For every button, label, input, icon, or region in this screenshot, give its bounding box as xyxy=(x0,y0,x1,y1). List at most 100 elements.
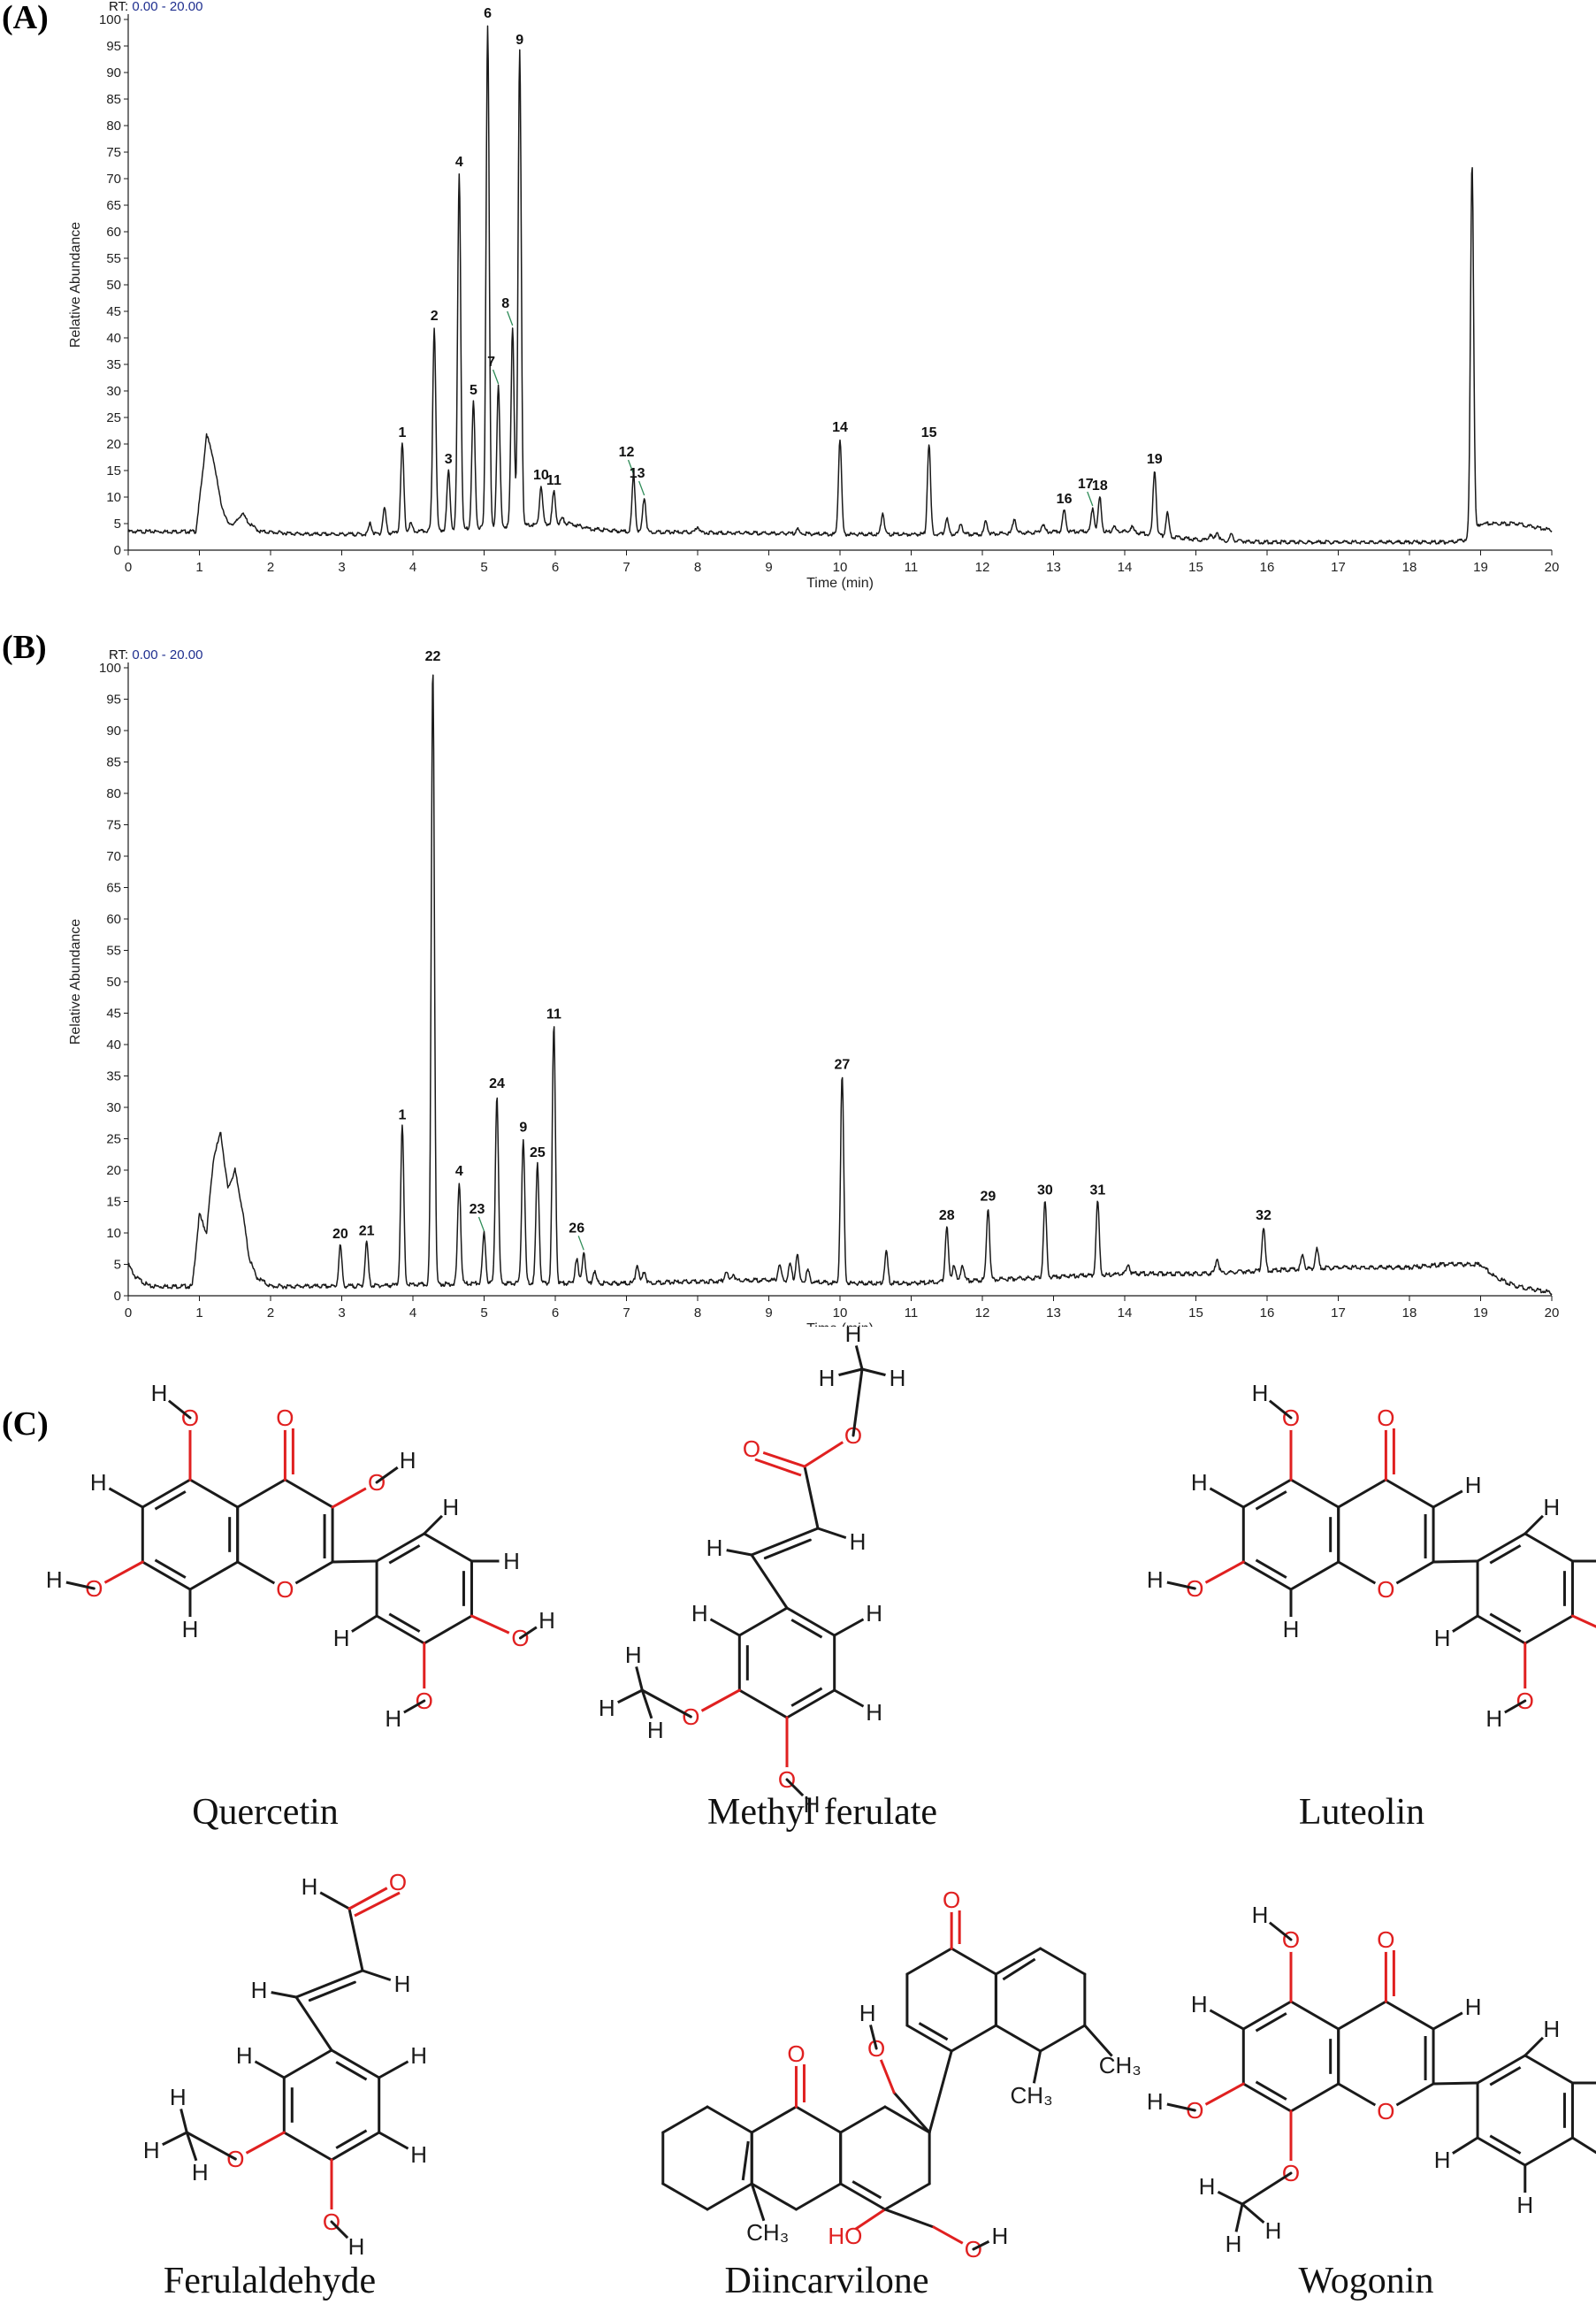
y-tick-label: 60 xyxy=(106,912,121,927)
peak-label-11: 11 xyxy=(546,1007,561,1022)
y-tick-label: 85 xyxy=(106,755,121,770)
atom-label: H xyxy=(1543,1494,1560,1520)
x-tick-label: 9 xyxy=(765,560,772,575)
x-axis-label: Time (min) xyxy=(806,1321,874,1327)
compound-name-diincarvilone: Diincarvilone xyxy=(724,2261,929,2301)
atom-label: H xyxy=(400,1447,416,1474)
atom-bg xyxy=(178,1617,202,1642)
atom-bg xyxy=(1539,1495,1564,1520)
y-tick-label: 35 xyxy=(106,1069,121,1084)
atom-label: H xyxy=(1191,1469,1208,1496)
x-tick-label: 15 xyxy=(1188,1305,1203,1321)
carbonyl-oxygen: O xyxy=(1377,1926,1394,1953)
bond xyxy=(423,1614,473,1645)
peak-label-12: 12 xyxy=(619,445,635,460)
bond xyxy=(794,2182,843,2211)
x-tick-label: 4 xyxy=(409,560,416,575)
rt-label-prefix: RT: xyxy=(109,647,128,662)
atom-label: H xyxy=(1252,1902,1269,1928)
bond xyxy=(1432,1559,1479,1564)
atom-label: H xyxy=(1265,2217,1282,2244)
atom-label: H xyxy=(538,1607,555,1634)
atom-bg xyxy=(406,2142,431,2167)
atom-bg xyxy=(1221,2232,1246,2256)
bond xyxy=(1432,2081,1479,2086)
atom-label: CH₃ xyxy=(1099,2052,1142,2079)
bond xyxy=(1289,1478,1340,1509)
bond-double xyxy=(335,2129,368,2149)
atom-bg xyxy=(1430,2147,1455,2172)
y-axis-label: Relative Abundance xyxy=(68,222,83,348)
y-tick-label: 95 xyxy=(106,693,121,708)
y-tick-label: 35 xyxy=(106,357,121,372)
atom-label: H xyxy=(859,2000,876,2026)
peak-label-16: 16 xyxy=(1057,492,1073,507)
atom-label: HO xyxy=(828,2223,862,2249)
bond xyxy=(283,1478,334,1509)
atom-label: O xyxy=(743,1435,760,1462)
carbonyl-oxygen: O xyxy=(276,1405,294,1431)
atom-bg xyxy=(344,2234,369,2259)
atom-label: H xyxy=(866,1600,882,1627)
x-tick-label: 2 xyxy=(267,560,274,575)
atom-bg xyxy=(1107,2053,1133,2078)
bond xyxy=(1289,2000,1340,2031)
atom-label: H xyxy=(410,2042,427,2069)
bond xyxy=(794,2105,843,2134)
rt-label-range: 0.00 - 20.00 xyxy=(128,647,202,662)
x-tick-label: 5 xyxy=(480,560,487,575)
atom-bg xyxy=(1279,1617,1303,1642)
atom-bg xyxy=(1373,1577,1399,1602)
bond-double xyxy=(1489,1544,1522,1565)
y-tick-label: 70 xyxy=(106,849,121,864)
compound-name-luteolin: Luteolin xyxy=(1298,1792,1425,1833)
peak-label-7: 7 xyxy=(487,355,495,370)
y-tick-label: 30 xyxy=(106,384,121,399)
peak-label-9: 9 xyxy=(519,1121,527,1136)
x-tick-label: 19 xyxy=(1473,560,1488,575)
structure-methyl-ferulate: HHHOHOHHHHHOOHHH xyxy=(594,1327,910,1818)
atom-label: H xyxy=(302,1873,318,1900)
atom-bg xyxy=(534,1608,560,1633)
bond-double xyxy=(154,1490,187,1511)
atom-bg xyxy=(380,1706,406,1731)
peak-label-28: 28 xyxy=(939,1208,955,1223)
bond-double xyxy=(790,1619,823,1639)
atom-bg xyxy=(702,1535,727,1560)
peak-leader-line xyxy=(627,459,635,475)
bond xyxy=(839,2182,887,2211)
atom-label: H xyxy=(819,1365,836,1391)
compound-name-methyl-ferulate: Methyl ferulate xyxy=(706,1792,938,1833)
bond xyxy=(1337,2000,1387,2031)
atom-label: H xyxy=(90,1469,107,1496)
bond xyxy=(750,1553,789,1610)
y-tick-label: 25 xyxy=(106,1132,121,1147)
x-tick-label: 10 xyxy=(833,560,848,575)
atom-bg xyxy=(42,1567,67,1592)
atom-label: H xyxy=(1543,2016,1560,2042)
panel-label-a: (A) xyxy=(2,0,49,36)
atom-label: H xyxy=(992,2223,1009,2249)
atom-bg xyxy=(594,1696,620,1720)
bond xyxy=(1241,1560,1293,1591)
compound-name-quercetin: Quercetin xyxy=(192,1792,339,1833)
peak-leader-line xyxy=(507,310,514,326)
atom-bg xyxy=(621,1642,646,1667)
y-tick-label: 65 xyxy=(106,198,121,213)
atom-bg xyxy=(1430,1626,1455,1650)
x-tick-label: 19 xyxy=(1473,1305,1488,1321)
x-tick-label: 8 xyxy=(694,560,701,575)
bond xyxy=(1241,1478,1293,1509)
rt-label-prefix: RT: xyxy=(109,0,128,14)
atom-bg xyxy=(272,1405,298,1430)
atom-label: H xyxy=(192,2159,209,2186)
y-tick-label: 55 xyxy=(106,251,121,266)
bond xyxy=(188,1560,240,1591)
bond xyxy=(141,1478,192,1509)
atom-bg xyxy=(1481,1706,1507,1731)
peak-label-10: 10 xyxy=(533,468,549,483)
bond-double xyxy=(335,2061,368,2081)
bond xyxy=(785,1606,836,1637)
rt-label-range: 0.00 - 20.00 xyxy=(128,0,202,14)
peak-label-30: 30 xyxy=(1037,1183,1053,1198)
